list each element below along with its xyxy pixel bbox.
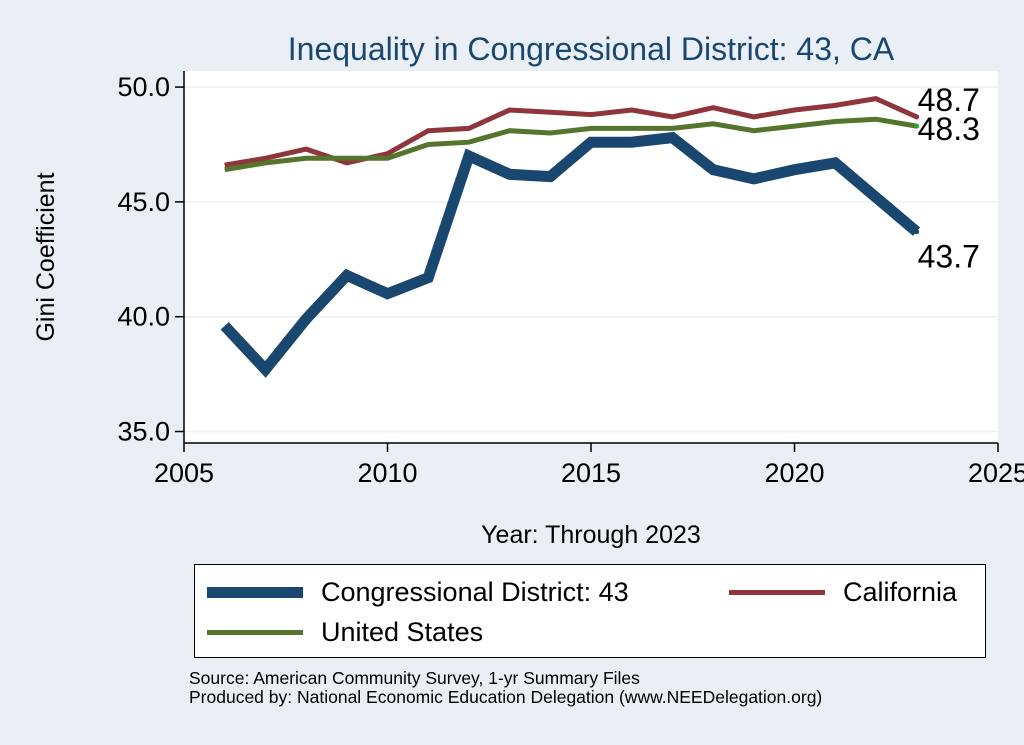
series-end-marker-1 — [914, 114, 920, 120]
chart-title: Inequality in Congressional District: 43… — [288, 31, 895, 67]
series-end-label-2: 48.3 — [918, 111, 980, 147]
legend: Congressional District: 43 California Un… — [194, 564, 986, 658]
series-end-label-0: 43.7 — [918, 239, 980, 275]
source-note: Source: American Community Survey, 1-yr … — [189, 669, 822, 707]
y-axis-label: Gini Coefficient — [32, 172, 60, 341]
y-tick-label: 40.0 — [117, 302, 170, 332]
x-tick-label: 2010 — [357, 458, 417, 488]
x-tick-label: 2025 — [968, 458, 1024, 488]
plot-area — [184, 71, 998, 443]
series-end-marker-2 — [914, 123, 920, 129]
producer-line: Produced by: National Economic Education… — [189, 687, 823, 707]
series-line-2 — [224, 116, 918, 173]
series-end-marker-0 — [914, 229, 920, 235]
legend-item-district: Congressional District: 43 — [207, 577, 629, 608]
x-tick-label: 2005 — [154, 458, 214, 488]
y-tick-label: 35.0 — [117, 417, 170, 447]
source-line: Source: American Community Survey, 1-yr … — [189, 668, 640, 688]
x-tick-label: 2020 — [764, 458, 824, 488]
y-tick-label: 45.0 — [117, 187, 170, 217]
y-tick-label: 50.0 — [117, 72, 170, 102]
legend-label-us: United States — [321, 617, 484, 647]
legend-label-california: California — [843, 577, 958, 607]
legend-swatch-district — [207, 587, 303, 598]
legend-swatch-california — [729, 590, 825, 595]
x-axis-label: Year: Through 2023 — [481, 521, 701, 549]
legend-swatch-us — [207, 630, 303, 635]
series-end-label-1: 48.7 — [918, 82, 980, 118]
legend-item-california: California — [729, 577, 957, 608]
x-tick-label: 2015 — [561, 458, 621, 488]
legend-label-district: Congressional District: 43 — [321, 577, 629, 607]
legend-item-us: United States — [207, 617, 483, 648]
series-line-0 — [220, 131, 921, 378]
chart-svg: 35.0 40.0 45.0 50.0 2005 2010 2015 2020 2025 Ineq… — [32, 31, 1024, 549]
